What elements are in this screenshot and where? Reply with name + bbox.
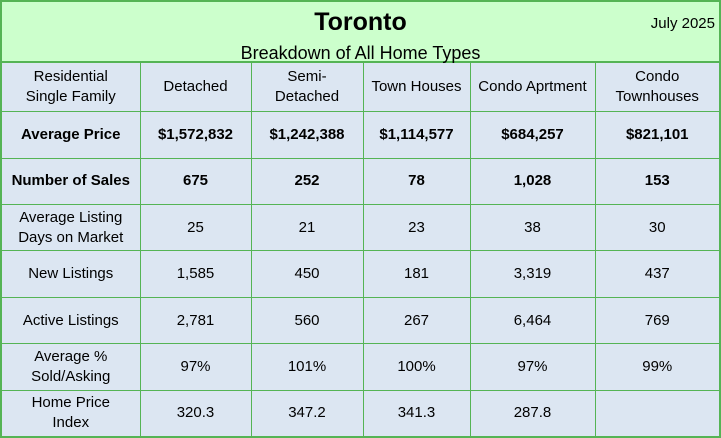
- table-cell: 1,028: [469, 157, 596, 205]
- page-subtitle: Breakdown of All Home Types: [240, 43, 481, 63]
- table-cell: 30: [594, 203, 719, 252]
- table-cell: 320.3: [139, 389, 252, 436]
- table-row-active-listings: Active Listings 2,781 560 267 6,464 769: [2, 296, 719, 345]
- table-row-days-on-market: Average Listing Days on Market 25 21 23 …: [2, 203, 719, 252]
- table-cell: 6,464: [469, 296, 596, 345]
- table-cell: 97%: [139, 343, 252, 391]
- table-cell: $1,572,832: [139, 111, 252, 159]
- row-label: Average Listing Days on Market: [2, 203, 141, 252]
- page-title: Toronto: [314, 8, 407, 36]
- column-header-detached: Detached: [139, 63, 252, 113]
- column-header-condo-townhouses: Condo Townhouses: [594, 63, 719, 113]
- report-date: July 2025: [650, 15, 715, 32]
- column-header-residential: Residential Single Family: [2, 63, 141, 113]
- row-label: Average % Sold/Asking: [2, 343, 141, 391]
- table-cell: $1,114,577: [362, 111, 471, 159]
- table-cell: 341.3: [362, 389, 471, 436]
- row-label: Average Price: [2, 111, 141, 159]
- table-cell: 153: [594, 157, 719, 205]
- table-cell: 25: [139, 203, 252, 252]
- table-cell: 99%: [594, 343, 719, 391]
- table-cell: 23: [362, 203, 471, 252]
- table-row-sold-asking: Average % Sold/Asking 97% 101% 100% 97% …: [2, 343, 719, 391]
- table-row-home-price-index: Home Price Index 320.3 347.2 341.3 287.8: [2, 389, 719, 436]
- column-header-condo-apartment: Condo Aprtment: [469, 63, 596, 113]
- table-cell: 21: [250, 203, 364, 252]
- panel-header: Toronto July 2025 Breakdown of All Home …: [2, 2, 719, 63]
- table-cell: 3,319: [469, 250, 596, 298]
- row-label: Number of Sales: [2, 157, 141, 205]
- table-cell: 2,781: [139, 296, 252, 345]
- column-header-town-houses: Town Houses: [362, 63, 471, 113]
- table-cell: 675: [139, 157, 252, 205]
- row-label: Active Listings: [2, 296, 141, 345]
- table-cell: $684,257: [469, 111, 596, 159]
- table-cell: [594, 389, 719, 436]
- table-row-average-price: Average Price $1,572,832 $1,242,388 $1,1…: [2, 111, 719, 159]
- table-cell: 97%: [469, 343, 596, 391]
- table-cell: 1,585: [139, 250, 252, 298]
- table-row-number-of-sales: Number of Sales 675 252 78 1,028 153: [2, 157, 719, 205]
- table-cell: 100%: [362, 343, 471, 391]
- table-cell: 267: [362, 296, 471, 345]
- row-label: New Listings: [2, 250, 141, 298]
- table-cell: 450: [250, 250, 364, 298]
- column-header-semi-detached: Semi-Detached: [250, 63, 364, 113]
- table-cell: 769: [594, 296, 719, 345]
- table-row-new-listings: New Listings 1,585 450 181 3,319 437: [2, 250, 719, 298]
- table-header-row: Residential Single Family Detached Semi-…: [2, 63, 719, 113]
- table-cell: 181: [362, 250, 471, 298]
- table-cell: 38: [469, 203, 596, 252]
- table-cell: 101%: [250, 343, 364, 391]
- home-types-table: Residential Single Family Detached Semi-…: [2, 63, 719, 436]
- table-cell: $821,101: [594, 111, 719, 159]
- table-cell: 287.8: [469, 389, 596, 436]
- table-cell: 78: [362, 157, 471, 205]
- table-cell: 437: [594, 250, 719, 298]
- table-cell: 252: [250, 157, 364, 205]
- table-cell: $1,242,388: [250, 111, 364, 159]
- table-cell: 560: [250, 296, 364, 345]
- row-label: Home Price Index: [2, 389, 141, 436]
- table-cell: 347.2: [250, 389, 364, 436]
